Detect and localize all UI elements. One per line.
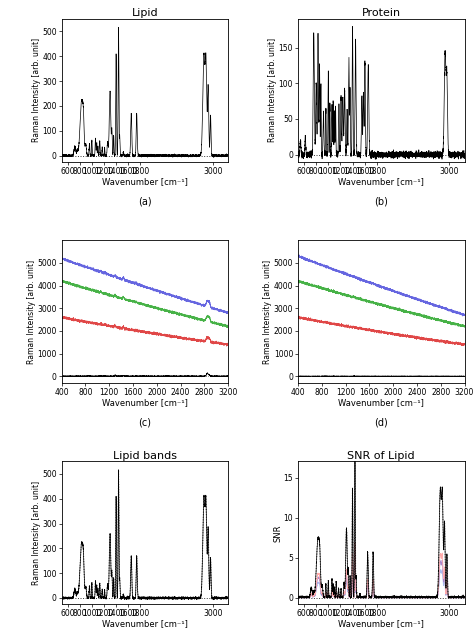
Y-axis label: Raman Intensity [arb. unit]: Raman Intensity [arb. unit] [263,259,272,364]
X-axis label: Wavenumber [cm⁻¹]: Wavenumber [cm⁻¹] [338,619,424,628]
Title: Lipid: Lipid [132,8,158,18]
Text: (c): (c) [138,418,151,428]
Y-axis label: Raman Intensity [arb. unit]: Raman Intensity [arb. unit] [32,481,41,585]
Text: (d): (d) [374,418,388,428]
Title: SNR of Lipid: SNR of Lipid [347,451,415,460]
X-axis label: Wavenumber [cm⁻¹]: Wavenumber [cm⁻¹] [338,398,424,407]
X-axis label: Wavenumber [cm⁻¹]: Wavenumber [cm⁻¹] [102,398,188,407]
Title: Lipid bands: Lipid bands [113,451,177,460]
X-axis label: Wavenumber [cm⁻¹]: Wavenumber [cm⁻¹] [338,177,424,186]
Y-axis label: Raman Intensity [arb. unit]: Raman Intensity [arb. unit] [32,38,41,142]
Y-axis label: Raman Intensity [arb. unit]: Raman Intensity [arb. unit] [268,38,277,142]
Text: (b): (b) [374,197,388,207]
Y-axis label: Raman Intensity [arb. unit]: Raman Intensity [arb. unit] [27,259,36,364]
X-axis label: Wavenumber [cm⁻¹]: Wavenumber [cm⁻¹] [102,619,188,628]
Text: (a): (a) [138,197,152,207]
Title: Protein: Protein [362,8,401,18]
Y-axis label: SNR: SNR [273,524,282,542]
X-axis label: Wavenumber [cm⁻¹]: Wavenumber [cm⁻¹] [102,177,188,186]
